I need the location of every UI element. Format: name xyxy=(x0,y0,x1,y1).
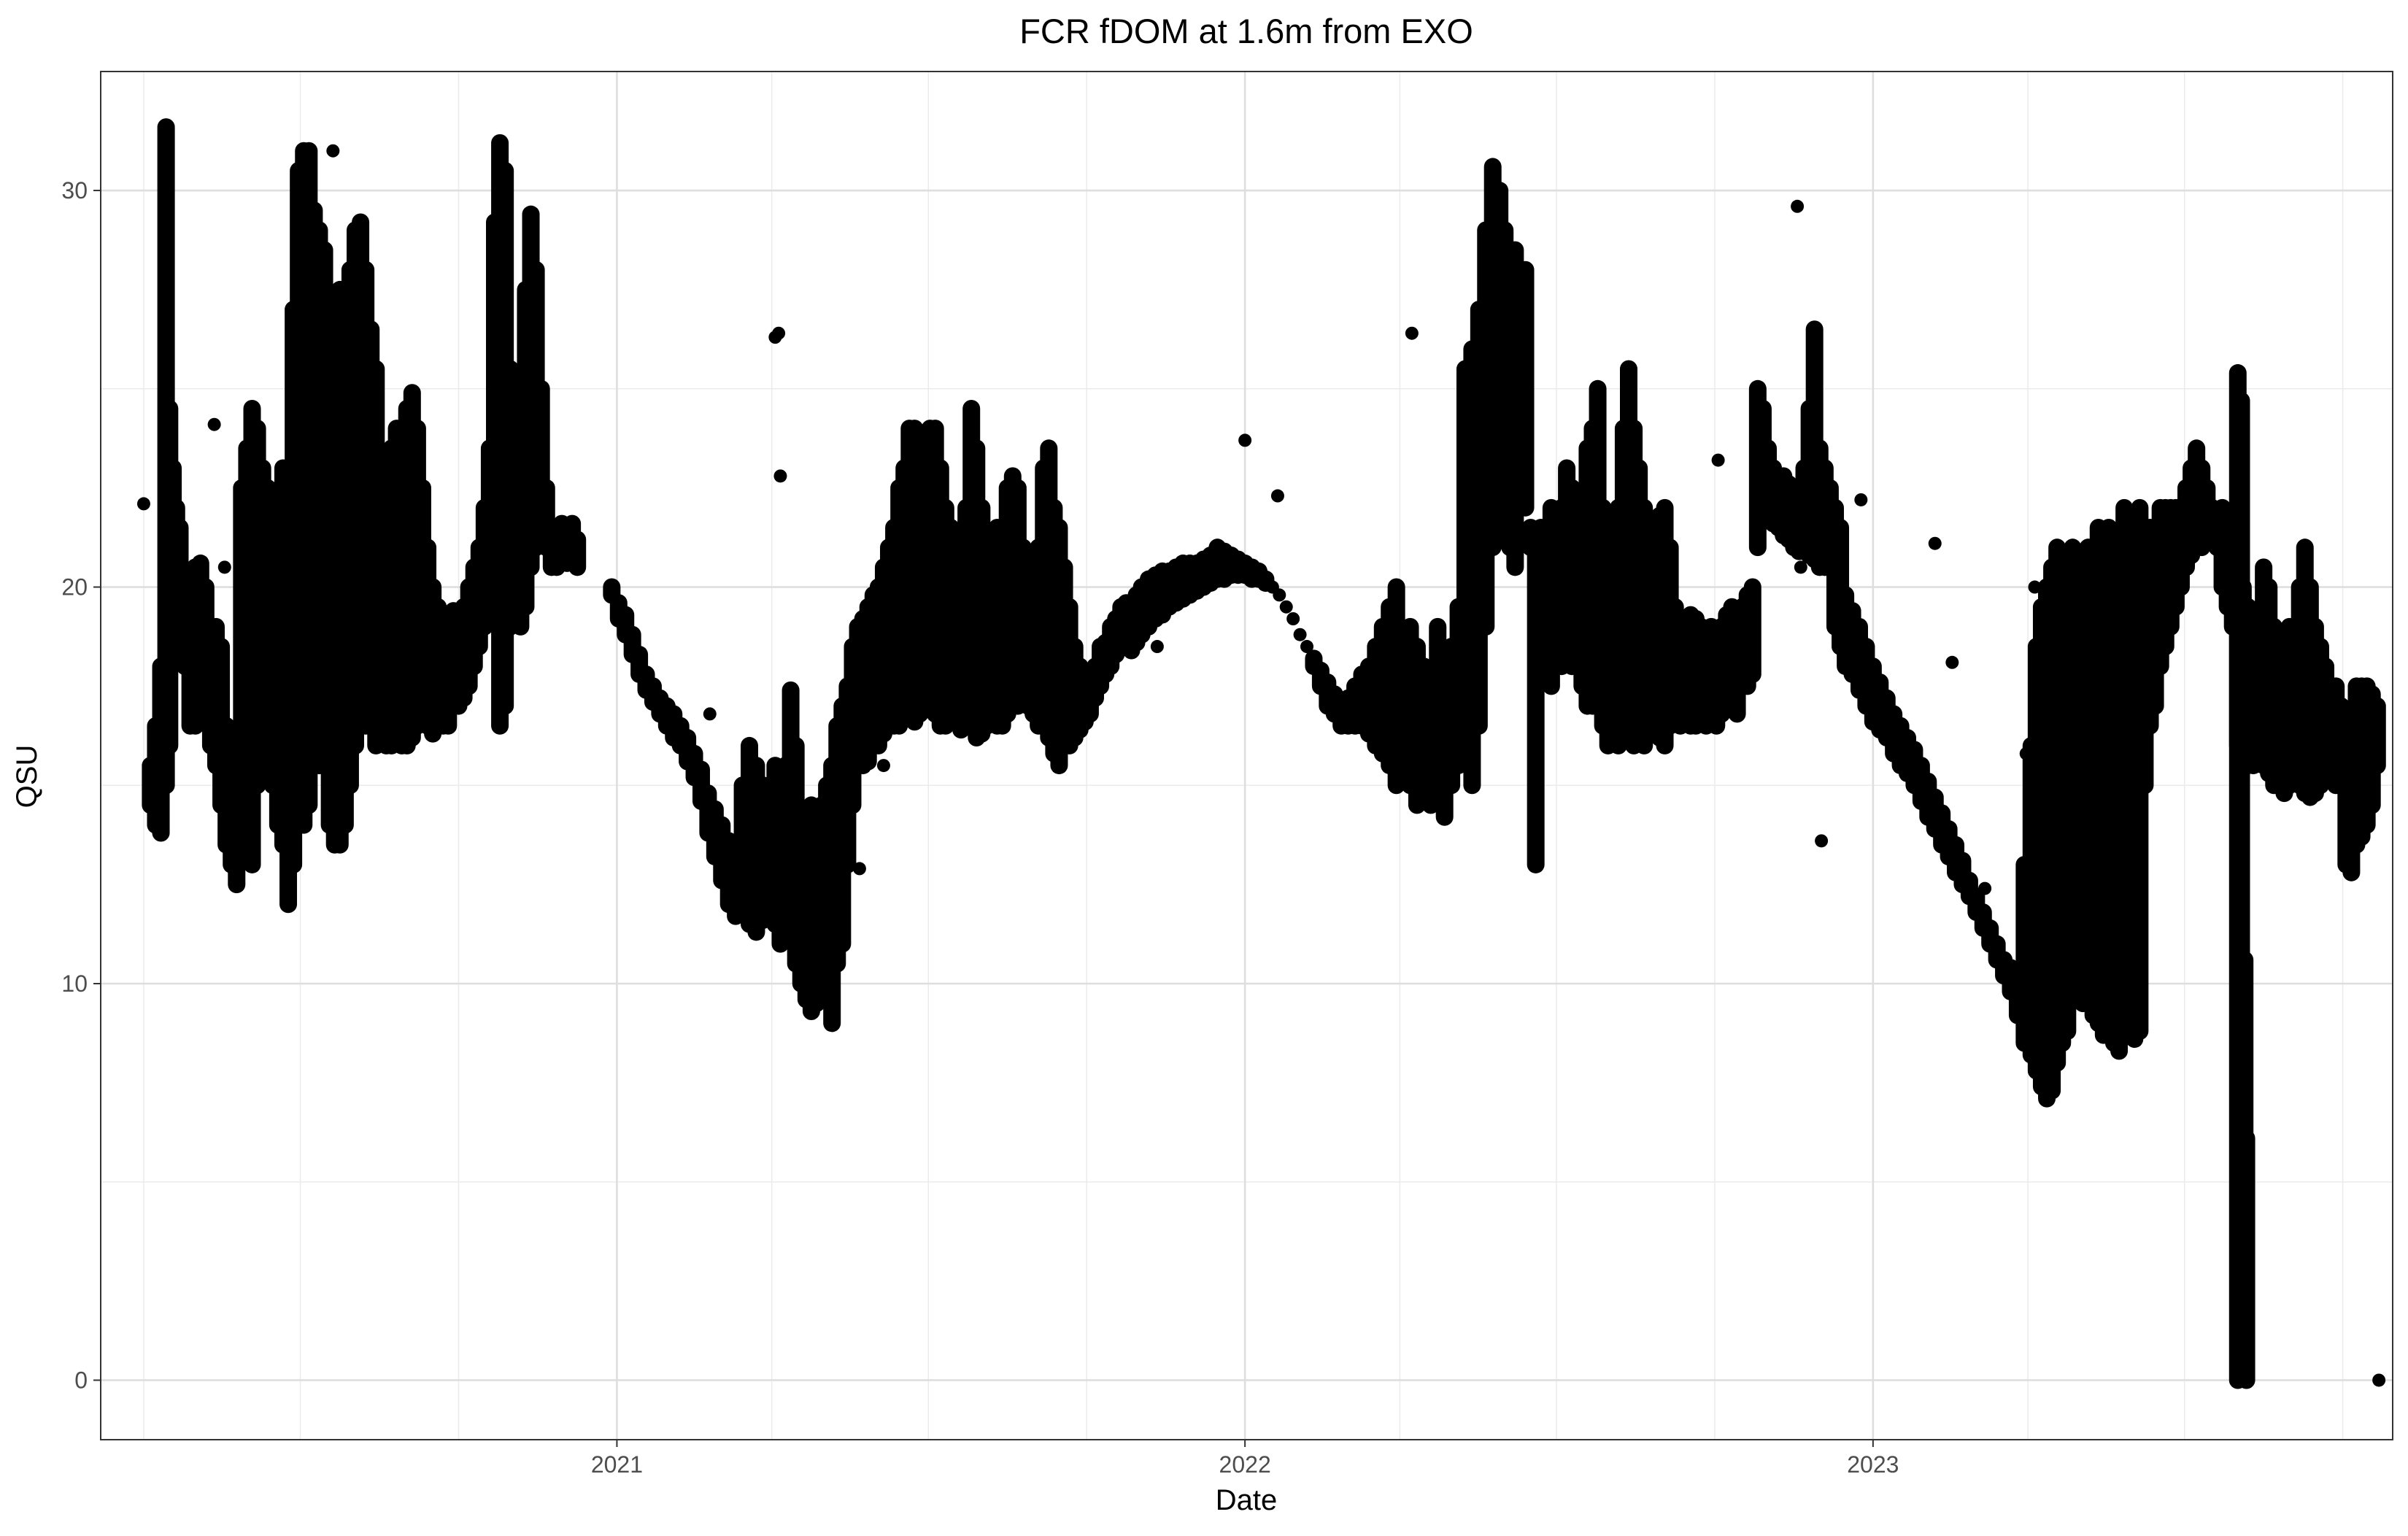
data-point xyxy=(1496,513,1510,527)
data-point xyxy=(217,560,231,574)
data-point xyxy=(161,707,174,721)
data-point xyxy=(1150,640,1164,654)
data-point xyxy=(2236,898,2250,911)
data-point xyxy=(306,572,320,586)
data-point xyxy=(501,461,515,475)
data-point xyxy=(773,469,787,483)
data-point xyxy=(1815,834,1829,848)
data-point xyxy=(1507,549,1521,563)
data-point xyxy=(1591,477,1605,491)
data-point xyxy=(1293,628,1307,641)
x-axis-label: Date xyxy=(1216,1484,1278,1516)
data-point xyxy=(326,144,340,158)
data-point xyxy=(1579,668,1593,682)
y-tick-label: 20 xyxy=(61,574,88,601)
x-tick-label: 2022 xyxy=(1219,1451,1271,1478)
x-tick-label: 2023 xyxy=(1847,1451,1899,1478)
data-point xyxy=(1300,640,1314,654)
data-point xyxy=(158,636,171,649)
data-point xyxy=(159,691,173,705)
data-point xyxy=(1273,588,1286,602)
data-point xyxy=(1270,489,1284,503)
data-point xyxy=(2019,746,2033,760)
y-tick-label: 0 xyxy=(74,1367,88,1393)
data-point xyxy=(1279,600,1293,614)
data-point xyxy=(1978,881,1992,895)
data-point xyxy=(163,719,177,733)
data-point xyxy=(1794,560,1807,574)
y-tick-label: 30 xyxy=(61,177,88,204)
data-point xyxy=(207,417,221,431)
y-tick-label: 10 xyxy=(61,970,88,997)
y-axis-label: QSU xyxy=(11,745,43,808)
data-point xyxy=(500,441,514,455)
axis-layer: 2021 2022 2023 0 10 20 30 xyxy=(61,177,1899,1478)
data-point xyxy=(1711,453,1725,467)
data-point xyxy=(1928,536,1942,550)
data-point xyxy=(2372,1373,2386,1387)
data-point xyxy=(703,707,717,721)
points-layer xyxy=(136,118,2386,1389)
data-point xyxy=(528,441,541,455)
chart-title: FCR fDOM at 1.6m from EXO xyxy=(1019,12,1473,50)
data-point xyxy=(136,497,150,511)
data-point xyxy=(1286,612,1300,625)
data-point xyxy=(2028,580,2042,594)
data-point xyxy=(1854,493,1868,506)
data-point xyxy=(1791,199,1805,213)
x-tick-label: 2021 xyxy=(591,1451,643,1478)
data-point xyxy=(1405,326,1419,340)
data-point xyxy=(1238,433,1252,447)
panel-border xyxy=(100,71,2393,1440)
data-point xyxy=(772,326,786,340)
data-point xyxy=(876,759,890,773)
data-point xyxy=(1945,655,1959,669)
data-point xyxy=(852,862,866,876)
